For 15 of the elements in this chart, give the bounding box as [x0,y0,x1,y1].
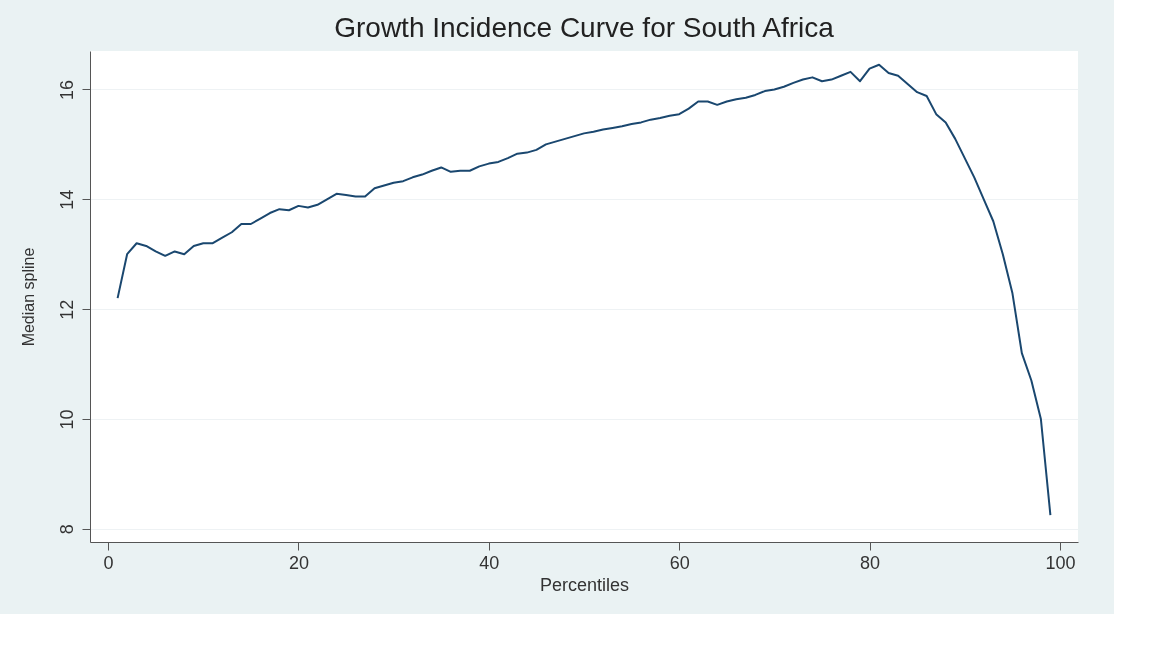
chart-title: Growth Incidence Curve for South Africa [334,12,835,43]
x-tick-label: 0 [103,552,114,573]
line-series [116,63,1052,517]
y-tick-label: 16 [56,79,77,100]
y-axis-title: Median spline [19,247,37,347]
x-tick-label: 60 [669,552,690,573]
x-axis-title: Percentiles [539,574,630,595]
y-tick-label: 12 [56,299,77,320]
x-tick-label: 40 [479,552,500,573]
x-tick-label: 20 [288,552,309,573]
y-tick-label: 8 [56,524,77,535]
x-tick-label: 100 [1045,552,1076,573]
y-tick-label: 10 [56,409,77,430]
x-tick-label: 80 [860,552,881,573]
y-tick-label: 14 [56,189,77,210]
